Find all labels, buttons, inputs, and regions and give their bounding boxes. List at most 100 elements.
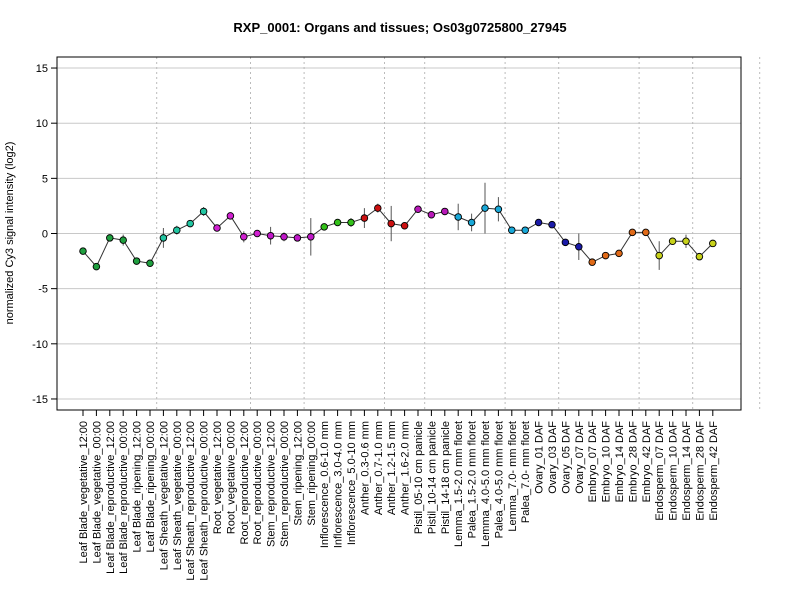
x-tick-label: Embryo_10 DAF [601, 421, 613, 503]
x-tick-label: Inflorescence_3.0-4.0 mm [333, 421, 345, 548]
x-tick-label: Endosperm_10 DAF [668, 421, 680, 521]
data-point [119, 236, 127, 244]
data-point [387, 219, 395, 228]
data-point [494, 205, 503, 213]
y-tick-label: 10 [36, 118, 48, 130]
data-point [508, 226, 516, 234]
x-tick-label: Embryo_28 DAF [627, 421, 639, 503]
y-tick-label: 0 [42, 229, 48, 241]
data-point [106, 234, 114, 242]
data-point [213, 224, 221, 232]
x-tick-label: Ovary_07 DAF [574, 421, 586, 494]
x-tick-label: Lemma_1.5-2.0 mm floret [453, 421, 465, 547]
x-tick-label: Lemma_4.0-5.0 mm floret [480, 421, 492, 547]
x-tick-label: Inflorescence_0.6-1.0 mm [319, 421, 331, 548]
x-tick-label: Ovary_01 DAF [534, 421, 546, 494]
x-tick-label: Palea_1.5-2.0 mm floret [467, 421, 479, 538]
data-point [240, 233, 248, 241]
data-point [642, 228, 650, 237]
y-tick-label: 5 [42, 173, 48, 185]
x-tick-label: Leaf Blade_reproductive_00:00 [118, 421, 130, 574]
data-point [333, 218, 342, 227]
data-point [615, 249, 623, 258]
x-tick-label: Lemma_7.0- mm floret [507, 421, 519, 532]
data-point [414, 205, 422, 213]
x-tick-label: Ovary_05 DAF [560, 421, 572, 494]
data-point [628, 228, 637, 237]
x-tick-label: Embryo_07 DAF [587, 421, 599, 503]
x-tick-label: Pistil_14-18 cm panicle [440, 421, 452, 534]
x-tick-label: Anther_0.3-0.6 mm [359, 421, 371, 515]
data-point [427, 210, 436, 219]
x-tick-label: Anther_0.7-1.0 mm [373, 421, 385, 515]
data-point [668, 237, 677, 245]
data-point [374, 204, 382, 212]
data-point [347, 218, 355, 227]
data-point [320, 223, 328, 231]
y-tick-label: -10 [32, 339, 48, 351]
data-point [655, 251, 663, 260]
x-tick-label: Leaf Blade_vegetative_00:00 [91, 421, 103, 564]
x-tick-label: Endosperm_07 DAF [654, 421, 666, 521]
data-point [534, 218, 543, 227]
x-tick-label: Stem_ripening_12:00 [292, 421, 304, 526]
x-tick-label: Stem_reproductive_12:00 [266, 421, 278, 547]
x-tick-label: Leaf Blade_ripening_00:00 [145, 421, 157, 553]
data-point [709, 239, 717, 248]
y-tick-label: 15 [36, 63, 48, 75]
x-tick-label: Endosperm_14 DAF [681, 421, 693, 521]
x-tick-label: Embryo_14 DAF [614, 421, 626, 503]
data-point [695, 252, 704, 261]
x-tick-label: Anther_1.2-1.5 mm [386, 421, 398, 515]
data-point [92, 262, 101, 271]
y-axis-title: normalized Cy3 signal intensity (log2) [4, 142, 16, 325]
y-tick-label: -15 [32, 394, 48, 406]
plot-frame [56, 56, 742, 411]
x-tick-label: Leaf Blade_ripening_12:00 [132, 421, 144, 553]
data-point [575, 242, 583, 251]
data-point [682, 237, 690, 245]
data-point [266, 231, 275, 240]
data-point [360, 214, 369, 222]
x-tick-label: Leaf Sheath_vegetative_12:00 [158, 421, 170, 570]
y-tick-label: -5 [38, 284, 48, 296]
axis-layer: -15 -10 -5 0 5 10 15 Leaf Blade_vegetative_12:0… [32, 63, 720, 581]
x-tick-label: Leaf Blade_vegetative_12:00 [78, 421, 90, 564]
series-line [82, 207, 714, 268]
x-tick-label: Embryo_42 DAF [641, 421, 653, 503]
data-point [146, 259, 154, 268]
data-point [293, 234, 302, 242]
x-tick-label: Leaf Sheath_reproductive_00:00 [199, 421, 211, 581]
x-tick-label: Leaf Sheath_reproductive_12:00 [185, 421, 197, 581]
data-point [561, 238, 570, 247]
data-point [280, 233, 288, 241]
x-tick-label: Root_vegetative_00:00 [225, 421, 237, 534]
x-tick-label: Leaf Sheath_vegetative_00:00 [172, 421, 184, 570]
data-point [79, 247, 87, 255]
data-point [588, 258, 596, 266]
data-point [467, 218, 476, 227]
x-tick-label: Inflorescence_5.0-10 mm [346, 421, 358, 545]
data-point [199, 207, 208, 216]
x-tick-label: Stem_reproductive_00:00 [279, 421, 291, 547]
x-tick-label: Pistil_10-14 cm panicle [426, 421, 438, 534]
data-point [307, 233, 315, 241]
x-tick-label: Pistil_05-10 cm panicle [413, 421, 425, 534]
data-point [454, 213, 462, 221]
grid-layer [57, 57, 761, 410]
x-tick-label: Endosperm_42 DAF [708, 421, 720, 521]
data-point [441, 207, 449, 216]
x-tick-label: Anther_1.6-2.0 mm [400, 421, 412, 515]
data-point [400, 222, 409, 230]
data-point [159, 234, 168, 242]
x-tick-label: Palea_4.0-5.0 mm floret [493, 421, 505, 538]
x-tick-label: Stem_ripening_00:00 [306, 421, 318, 526]
data-point [226, 212, 235, 220]
x-tick-label: Root_reproductive_00:00 [252, 421, 264, 545]
x-tick-label: Endosperm_28 DAF [694, 421, 706, 521]
data-point [601, 251, 610, 260]
x-tick-label: Root_vegetative_12:00 [212, 421, 224, 534]
data-point [132, 257, 141, 265]
data-layer [79, 182, 717, 271]
